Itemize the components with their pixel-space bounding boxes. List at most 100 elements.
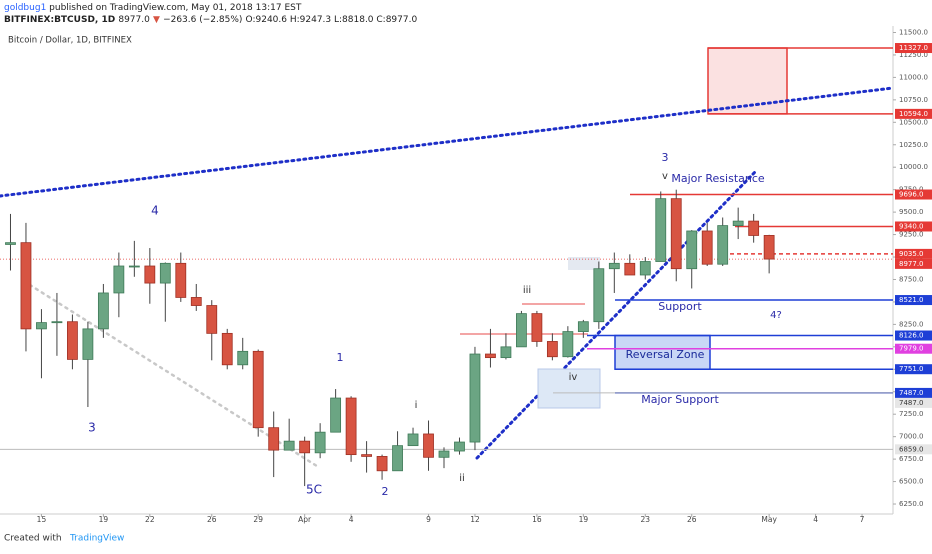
candle-body: [655, 198, 667, 262]
price-tag: [895, 108, 932, 119]
candle-body: [345, 397, 357, 456]
arrow: ▼: [153, 15, 160, 25]
price-tag-label: 8521.0: [899, 296, 924, 304]
x-tick-label: 16: [532, 515, 542, 524]
x-tick-label: 29: [253, 515, 263, 524]
candle-body: [97, 292, 109, 330]
candle-body: [686, 230, 698, 270]
x-tick-label: 12: [470, 515, 480, 524]
price-tag: [895, 258, 932, 269]
candle-body: [144, 265, 156, 284]
candle-body: [438, 450, 450, 458]
candle-body: [237, 350, 249, 366]
price-tag-label: 9340.0: [899, 222, 924, 230]
candle-body: [546, 341, 558, 358]
price-tag: [895, 330, 932, 341]
candle-body: [376, 456, 388, 472]
annotation: Support: [658, 300, 702, 313]
symbol: BITFINEX:BTCUSD, 1D: [4, 15, 115, 25]
trend-line: [475, 170, 757, 460]
y-tick-label: 6500.0: [899, 478, 924, 486]
candle-body: [593, 268, 605, 323]
y-tick-label: 7000.0: [899, 433, 924, 441]
price-tag: [895, 444, 932, 455]
y-tick-label: 10500.0: [899, 118, 928, 126]
price-tag-label: 7751.0: [899, 365, 924, 373]
price-tag: [895, 221, 932, 232]
annotation: 1: [337, 351, 344, 364]
annotation: iii: [523, 285, 531, 296]
candle-body: [423, 433, 434, 458]
candle-body: [113, 265, 125, 294]
footer-created: Created with: [4, 534, 62, 544]
price-tag: [895, 295, 932, 306]
candle-body: [314, 431, 326, 454]
candle-body: [128, 265, 140, 268]
price-tag: [895, 364, 932, 375]
y-tick-label: 11500.0: [899, 28, 928, 36]
annotation: iv: [569, 372, 578, 383]
annotation: 2: [382, 485, 389, 498]
x-tick-label: 22: [145, 515, 155, 524]
candle-body: [624, 262, 636, 276]
price-tag: [895, 387, 932, 398]
candle-body: [175, 262, 187, 298]
candle-body: [51, 321, 63, 324]
annotation: i: [415, 400, 418, 411]
candle-body: [608, 262, 620, 270]
candle-body: [516, 313, 527, 348]
y-tick-label: 11000.0: [899, 73, 928, 81]
candle-body: [732, 220, 744, 226]
candle-body: [454, 441, 465, 452]
price-tag: [895, 189, 932, 200]
annotation: v: [662, 171, 668, 182]
y-tick-label: 9250.0: [899, 231, 924, 239]
x-tick-label: 9: [426, 515, 431, 524]
change: −263.6 (−2.85%): [163, 15, 242, 25]
annotation: 4?: [770, 310, 782, 321]
candle-body: [252, 350, 264, 429]
y-tick-label: 10250.0: [899, 141, 928, 149]
author: goldbug1: [4, 3, 46, 13]
footer-brand: TradingView: [69, 534, 124, 544]
annotation: 3: [662, 151, 669, 164]
y-tick-label: 8750.0: [899, 275, 924, 283]
zone-box: [568, 257, 600, 270]
candle-body: [748, 220, 760, 236]
last: 8977.0: [118, 15, 150, 25]
y-tick-label: 6750.0: [899, 455, 924, 463]
x-tick-label: 7: [860, 515, 865, 524]
x-tick-label: 19: [579, 515, 589, 524]
reversal-box: [614, 334, 711, 370]
x-tick-label: 15: [37, 515, 47, 524]
candle-body: [221, 332, 233, 366]
candle-body: [330, 397, 342, 433]
y-tick-label: 8250.0: [899, 320, 924, 328]
candle-body: [469, 353, 481, 443]
candle-body: [159, 262, 171, 284]
candle-body: [531, 313, 543, 342]
candle-body: [562, 331, 574, 358]
price-tag: [895, 343, 932, 354]
x-tick-label: 19: [99, 515, 109, 524]
price-tag: [895, 43, 932, 54]
y-tick-label: 11250.0: [899, 51, 928, 59]
symbol-line: BITFINEX:BTCUSD, 1D 8977.0 ▼ −263.6 (−2.…: [4, 15, 417, 25]
annotation: Major Support: [641, 393, 719, 406]
annotation: Reversal Zone: [626, 348, 705, 361]
candle-body: [5, 242, 16, 245]
annotation: 5C: [306, 483, 322, 497]
candle-body: [36, 322, 47, 330]
trend-line: [0, 86, 895, 198]
price-tag: [895, 248, 932, 259]
x-tick-label: May: [761, 515, 777, 524]
x-tick-label: 23: [641, 515, 651, 524]
zone-box: [537, 368, 601, 409]
annotation: Major Resistance: [671, 172, 765, 185]
candle-body: [763, 235, 775, 260]
price-tag-label: 7487.0: [899, 389, 924, 397]
price-tag-label: 9696.0: [899, 191, 924, 199]
